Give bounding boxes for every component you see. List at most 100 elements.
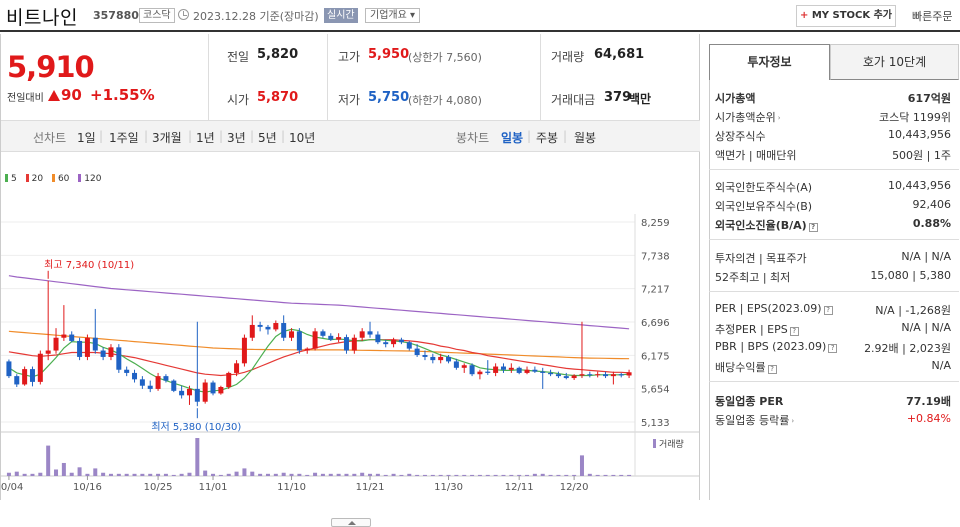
volume-bar: [313, 472, 318, 476]
candle-body: [194, 388, 200, 402]
period-10year[interactable]: 10년: [289, 131, 316, 145]
x-tick-label: 11/01: [199, 482, 228, 493]
period-5year[interactable]: 5년: [258, 131, 277, 145]
lower-limit: (하한가 4,080): [408, 94, 482, 107]
candle-body: [359, 331, 365, 338]
price-chart[interactable]: 8,259 7,738 7,217 6,696 6,175 5,654 5,133 거래량 최고…: [1, 184, 700, 514]
foreign-limit-value: 10,443,956: [888, 179, 951, 192]
candle-body: [477, 371, 483, 375]
open-value: 5,870: [257, 90, 299, 105]
market-badge: 코스닥: [139, 8, 175, 23]
volume-bar: [265, 473, 270, 476]
volume-bar: [54, 469, 59, 476]
volume-bar: [454, 474, 459, 476]
candle-body: [367, 331, 373, 335]
candle-monthly[interactable]: 월봉: [574, 131, 597, 145]
help-icon[interactable]: ?: [767, 365, 777, 374]
par-row: 액면가 | 매매단위 500원 | 1주: [715, 147, 951, 166]
volume-bar: [540, 473, 545, 476]
quick-order-link[interactable]: 빠른주문: [912, 10, 953, 23]
current-price: 5,910: [7, 50, 95, 84]
candle-body: [595, 374, 601, 376]
volume-bar: [517, 474, 522, 476]
candle-body: [524, 369, 530, 373]
volume-bar: [163, 473, 168, 476]
separator: |: [99, 129, 104, 143]
candle-body: [61, 334, 67, 338]
help-icon[interactable]: ?: [789, 327, 799, 336]
volume-bar: [61, 462, 66, 476]
tab-orderbook[interactable]: 호가 10단계: [830, 44, 959, 80]
candle-chart-label: 봉차트: [456, 131, 490, 145]
volume-bar: [14, 471, 19, 476]
open-label: 시가: [227, 93, 250, 107]
candle-body: [147, 385, 153, 389]
mystock-add-button[interactable]: + MY STOCK 추가: [796, 5, 896, 27]
candle-body: [398, 339, 404, 343]
par-value: 500원 | 1주: [892, 149, 951, 162]
company-overview-button[interactable]: 기업개요 ▾: [365, 8, 420, 23]
side-panel: 투자정보 호가 10단계 시가총액 617억원 시가총액순위 › 코스닥 1199…: [709, 44, 959, 500]
candle-weekly[interactable]: 주봉: [536, 131, 559, 145]
candle-body: [579, 374, 585, 376]
period-1week[interactable]: 1주일: [109, 131, 139, 145]
prev-compare-label: 전일대비: [7, 93, 44, 104]
chart-expand-handle[interactable]: [331, 518, 371, 527]
tab-invest-info[interactable]: 투자정보: [709, 44, 830, 80]
help-icon[interactable]: ?: [808, 223, 818, 232]
dividend-key: 배당수익률?: [715, 359, 777, 375]
main-panel: 5,910 전일대비 90 +1.55% 전일 5,820 고가 5,950 (…: [0, 34, 700, 527]
candle-body: [100, 350, 106, 357]
candle-body: [179, 390, 185, 396]
candle-body: [610, 374, 616, 377]
candle-body: [626, 372, 632, 376]
volume-bar: [415, 474, 420, 476]
est-per-row: 추정PER | EPS? N/A | N/A: [715, 321, 951, 340]
volume-bar: [38, 472, 43, 476]
base-date: 2023.12.28 기준(장마감): [193, 10, 319, 23]
volume-bar: [493, 474, 498, 476]
volume-bar: [22, 473, 27, 476]
candle-body: [132, 372, 138, 380]
candle-body: [446, 356, 452, 362]
candle-body: [406, 342, 412, 349]
pbr-row: PBR | BPS (2023.09)? 2.92배 | 2,023원: [715, 340, 951, 359]
period-1day[interactable]: 1일: [77, 131, 96, 145]
volume-bar: [525, 474, 530, 476]
help-icon[interactable]: ?: [823, 306, 833, 315]
realtime-button[interactable]: 실시간: [324, 8, 358, 23]
divider: [709, 239, 959, 240]
period-3year[interactable]: 3년: [227, 131, 246, 145]
volume-bar: [462, 474, 467, 476]
candle-body: [281, 323, 287, 338]
candle-body: [226, 372, 232, 388]
candle-body: [116, 347, 122, 370]
candle-body: [124, 369, 130, 373]
volume-bar: [611, 474, 616, 476]
candle-body: [540, 371, 546, 373]
candle-body: [45, 350, 51, 354]
market-cap-row: 시가총액 617억원: [715, 90, 951, 109]
volume-bar: [485, 474, 490, 476]
week52-row: 52주최고 | 최저 15,080 | 5,380: [715, 269, 951, 288]
candle-body: [563, 376, 569, 379]
help-icon[interactable]: ?: [828, 344, 838, 353]
volume-cell: 거래량 64,681: [540, 34, 700, 77]
line-chart-label: 선차트: [33, 131, 67, 145]
invest-panel-bg: [709, 80, 959, 500]
volume-bar: [336, 473, 341, 476]
divider: [709, 169, 959, 170]
candle-body: [234, 363, 240, 373]
sector-rate-value: +0.84%: [906, 412, 951, 425]
candle-body: [493, 366, 499, 373]
candle-body: [391, 339, 397, 345]
foreign-ratio-label: 외국인소진율(B/A): [715, 219, 807, 232]
x-tick-label: 12/11: [505, 482, 534, 493]
candle-body: [218, 387, 224, 394]
candle-daily[interactable]: 일봉: [501, 131, 524, 145]
clock-icon: [178, 9, 189, 20]
trade-value: 379: [604, 90, 632, 105]
period-1year[interactable]: 1년: [196, 131, 215, 145]
foreign-limit-row: 외국인한도주식수(A) 10,443,956: [715, 179, 951, 198]
period-3month[interactable]: 3개월: [152, 131, 182, 145]
